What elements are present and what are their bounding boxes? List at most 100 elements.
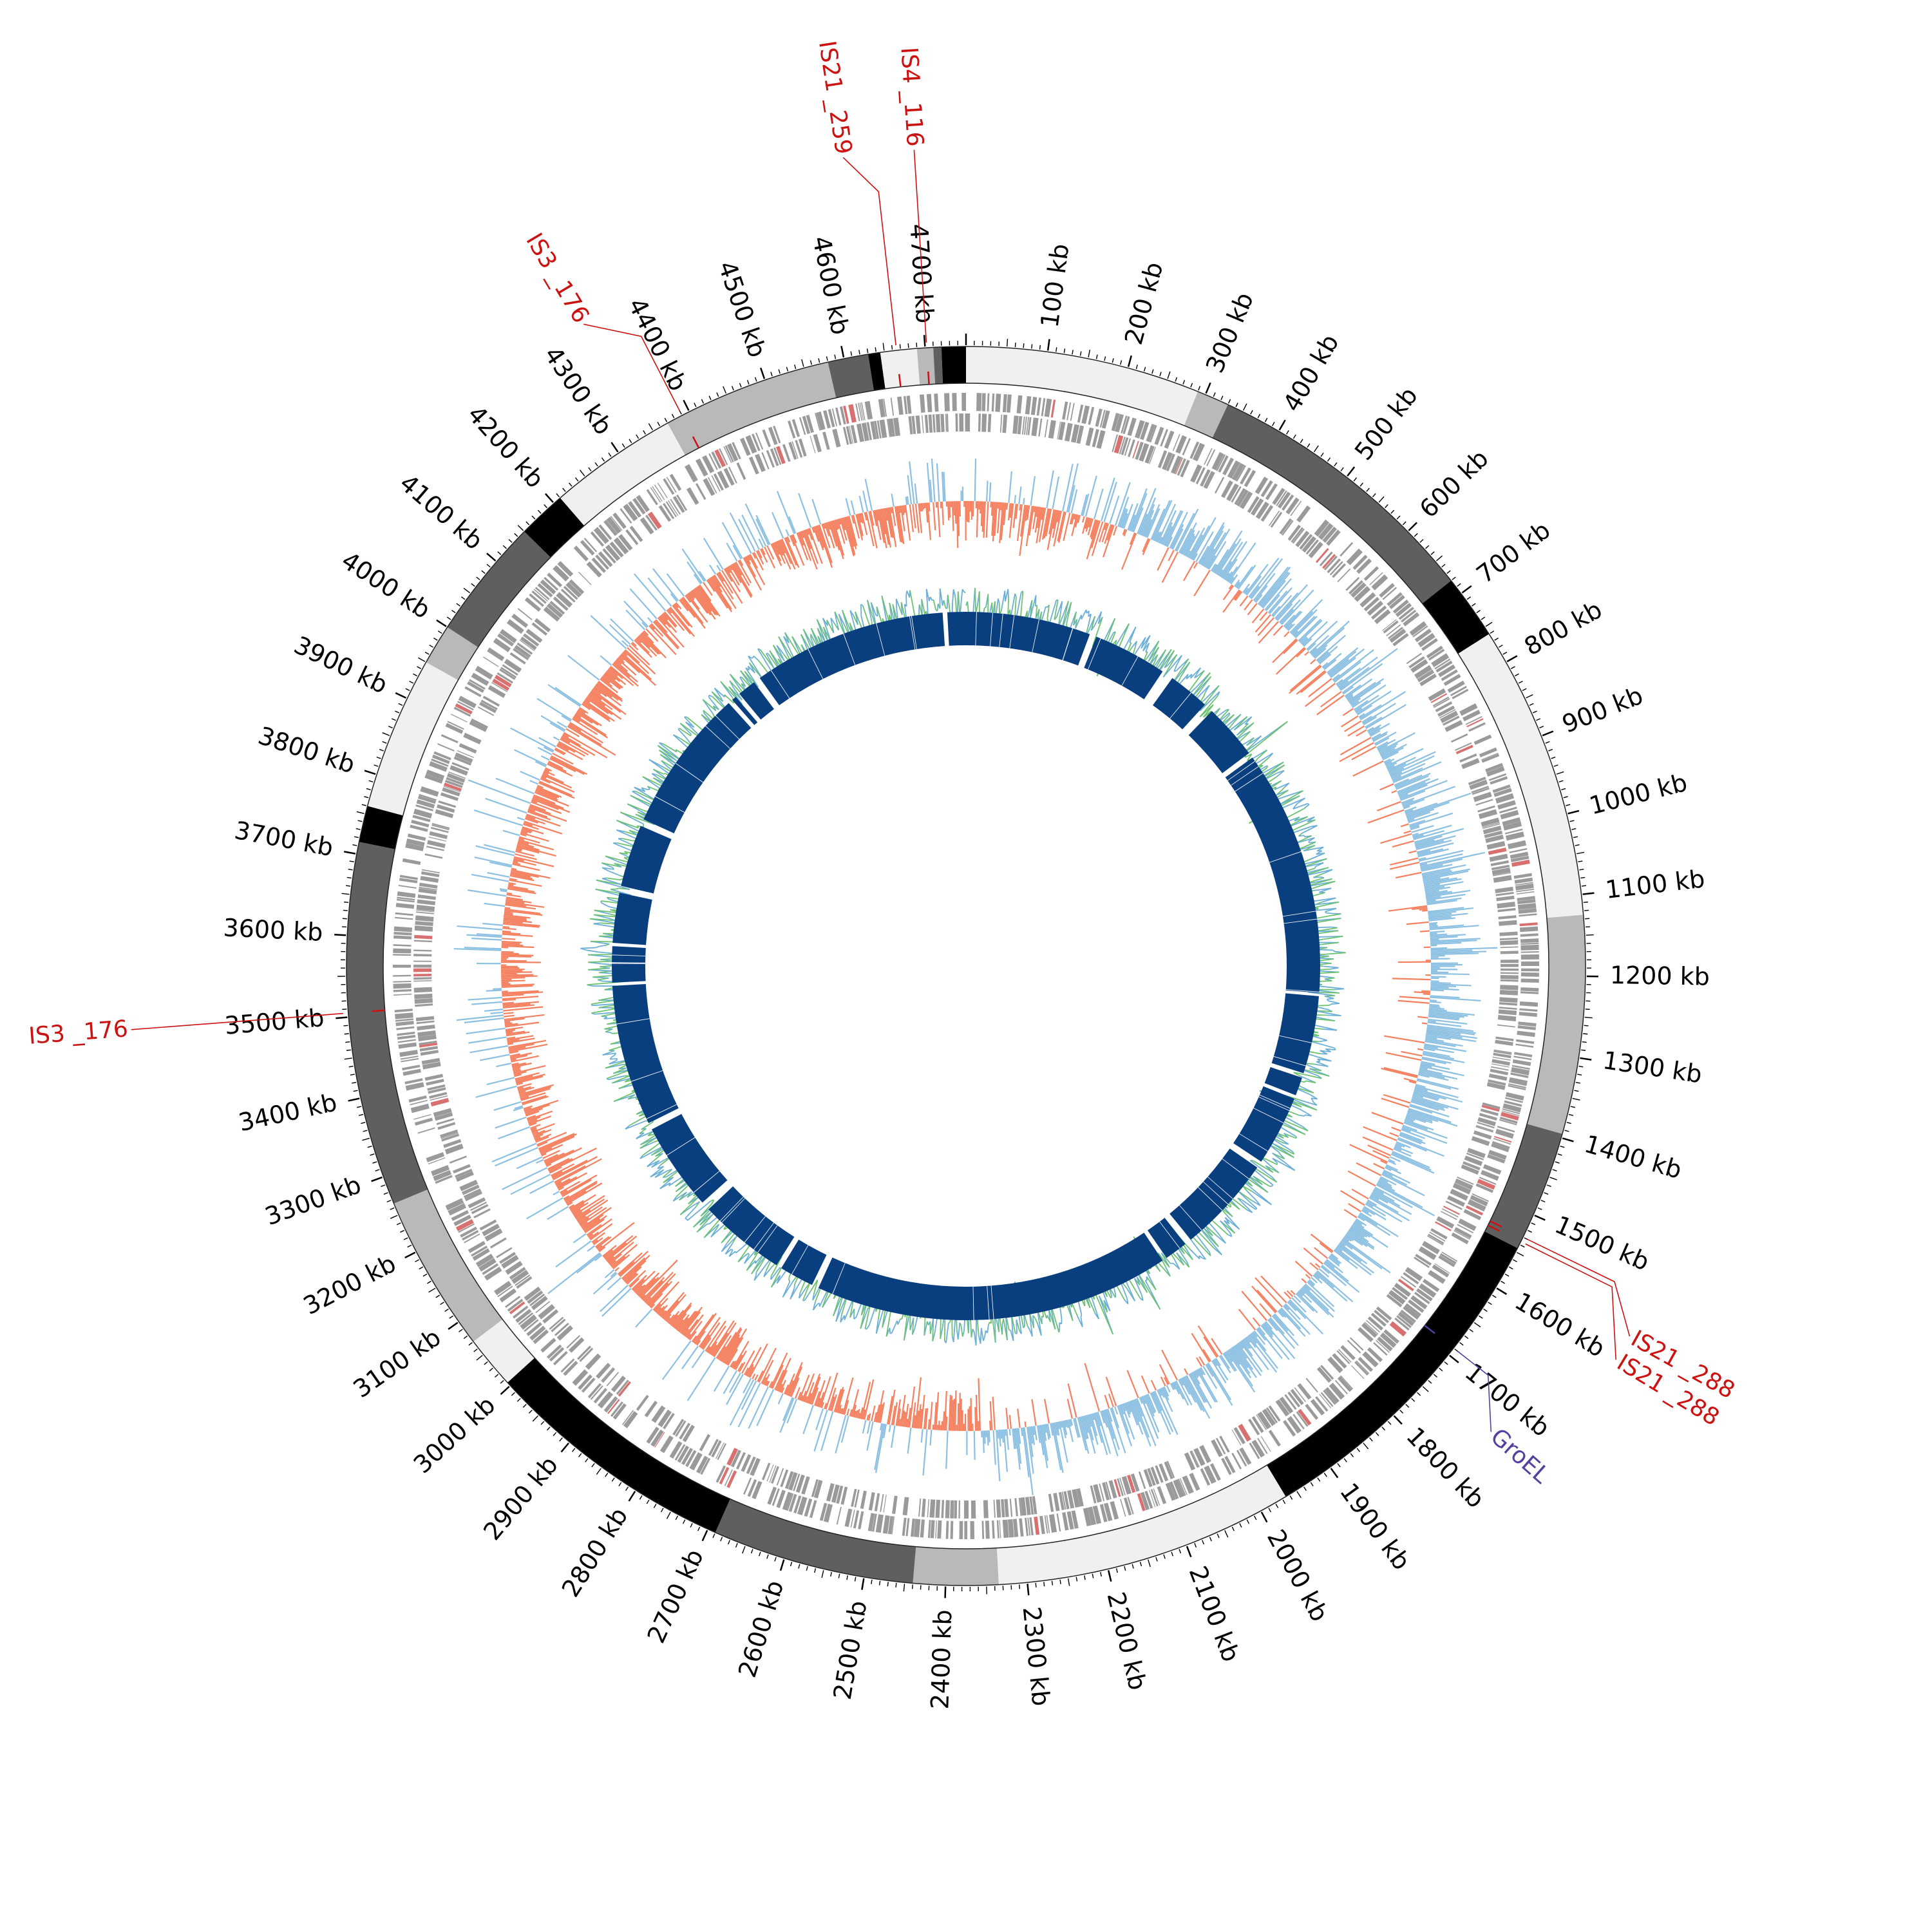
gc-content-segment bbox=[672, 1196, 677, 1202]
gene-block bbox=[766, 450, 775, 468]
gc-skew-bar bbox=[1262, 1323, 1274, 1338]
gc-skew-bar bbox=[1298, 618, 1321, 642]
gc-skew-bar bbox=[999, 502, 1004, 544]
gene-block bbox=[1485, 762, 1504, 773]
gene-block bbox=[1493, 1138, 1511, 1145]
gene-block bbox=[417, 1127, 435, 1134]
gene-block bbox=[652, 486, 663, 502]
gc-skew-bar bbox=[1280, 609, 1294, 624]
minor-tick bbox=[1092, 1573, 1094, 1578]
gene-block bbox=[1517, 899, 1536, 905]
gc-skew-bar bbox=[510, 1054, 528, 1060]
gene-block bbox=[431, 824, 450, 831]
gene-block bbox=[1362, 1351, 1379, 1368]
minor-tick bbox=[1579, 868, 1584, 871]
gc-skew-bar bbox=[1034, 1425, 1037, 1441]
gene-block bbox=[752, 433, 761, 451]
gene-block bbox=[407, 833, 426, 841]
gene-block bbox=[448, 1203, 467, 1216]
gene-block bbox=[418, 888, 437, 895]
gc-skew-bar bbox=[1428, 1018, 1468, 1025]
gc-skew-bar bbox=[888, 507, 897, 547]
gc-skew-bar bbox=[802, 530, 818, 570]
gc-skew-bar bbox=[650, 1303, 656, 1309]
gc-skew-bar bbox=[707, 1325, 726, 1354]
gc-skew-bar bbox=[731, 564, 752, 598]
gc-content-segment bbox=[1073, 611, 1077, 625]
gene-block bbox=[1400, 1309, 1416, 1323]
gc-skew-bar bbox=[1219, 542, 1244, 577]
gc-skew-bar bbox=[506, 1030, 525, 1036]
gc-content-segment bbox=[1319, 958, 1334, 961]
gc-skew-bar bbox=[824, 1403, 828, 1410]
minor-tick bbox=[398, 703, 403, 706]
gene-block bbox=[1165, 1482, 1176, 1501]
gene-block bbox=[786, 1493, 794, 1511]
gc-skew-bar bbox=[618, 656, 625, 663]
minor-tick bbox=[605, 1472, 609, 1477]
gene-block bbox=[590, 1385, 603, 1400]
gc-skew-bar bbox=[1420, 858, 1463, 869]
gc-skew-bar bbox=[516, 846, 540, 854]
gene-block bbox=[728, 466, 737, 484]
gc-content-segment bbox=[616, 829, 625, 833]
gene-block bbox=[1319, 1394, 1332, 1408]
gc-skew-bar bbox=[544, 1153, 558, 1162]
gc-skew-bar bbox=[1152, 1391, 1162, 1411]
gene-block bbox=[1382, 619, 1397, 631]
gene-block bbox=[658, 1409, 672, 1428]
gc-skew-bar bbox=[681, 597, 706, 629]
gc-skew-bar bbox=[779, 1379, 786, 1393]
tick-label: 1900 kb bbox=[1334, 1478, 1416, 1575]
gc-skew-bar bbox=[667, 1314, 675, 1323]
gc-skew-bar bbox=[1195, 531, 1214, 563]
minor-tick bbox=[720, 1537, 723, 1542]
gc-skew-bar bbox=[516, 848, 523, 851]
gene-block bbox=[393, 974, 412, 977]
gc-skew-bar bbox=[538, 1133, 577, 1151]
gc-content-segment bbox=[611, 1054, 616, 1058]
gc-skew-bar bbox=[1289, 599, 1323, 634]
gc-skew-bar bbox=[1428, 907, 1474, 914]
gc-skew-bar bbox=[1406, 921, 1429, 925]
gene-block bbox=[1377, 1336, 1393, 1352]
gc-skew-bar bbox=[1428, 911, 1457, 916]
gc-skew-bar bbox=[824, 522, 830, 537]
minor-tick bbox=[1182, 380, 1186, 385]
gc-skew-bar bbox=[601, 676, 611, 684]
minor-tick bbox=[1532, 710, 1537, 714]
gc-skew-bar bbox=[1345, 1233, 1363, 1246]
gene-block bbox=[1219, 1435, 1230, 1453]
gc-content-segment bbox=[875, 1319, 879, 1334]
gc-skew-bar bbox=[1155, 531, 1162, 542]
gc-content-segment bbox=[1309, 1040, 1335, 1049]
gene-block bbox=[1518, 908, 1537, 914]
major-tick bbox=[944, 1586, 947, 1598]
gene-block bbox=[1450, 685, 1467, 697]
gc-skew-bar bbox=[1344, 1235, 1352, 1242]
gene-block bbox=[689, 1452, 703, 1471]
minor-tick bbox=[1369, 1437, 1373, 1442]
gene-block bbox=[1475, 799, 1493, 806]
gene-block bbox=[1510, 851, 1529, 859]
gene-block bbox=[1398, 607, 1414, 620]
gc-skew-bar bbox=[1283, 639, 1298, 654]
gene-block bbox=[1492, 1059, 1510, 1066]
tick-label: 900 kb bbox=[1558, 681, 1647, 739]
gc-skew-bar bbox=[1419, 1065, 1464, 1077]
minor-tick bbox=[348, 868, 353, 871]
gene-block bbox=[676, 494, 688, 511]
gc-skew-bar bbox=[578, 1217, 590, 1225]
gc-skew-bar bbox=[862, 490, 869, 512]
gc-skew-bar bbox=[1161, 551, 1179, 583]
gc-skew-bar bbox=[1043, 508, 1051, 539]
gene-block bbox=[905, 1518, 910, 1537]
gc-skew-bar bbox=[756, 1388, 775, 1426]
gene-block bbox=[1162, 451, 1173, 471]
gc-skew-bar bbox=[1313, 1273, 1320, 1280]
major-tick bbox=[759, 367, 766, 379]
gc-skew-bar bbox=[1410, 824, 1419, 829]
minor-tick bbox=[1139, 1562, 1142, 1567]
gene-block bbox=[745, 435, 757, 454]
gene-block bbox=[711, 475, 721, 492]
